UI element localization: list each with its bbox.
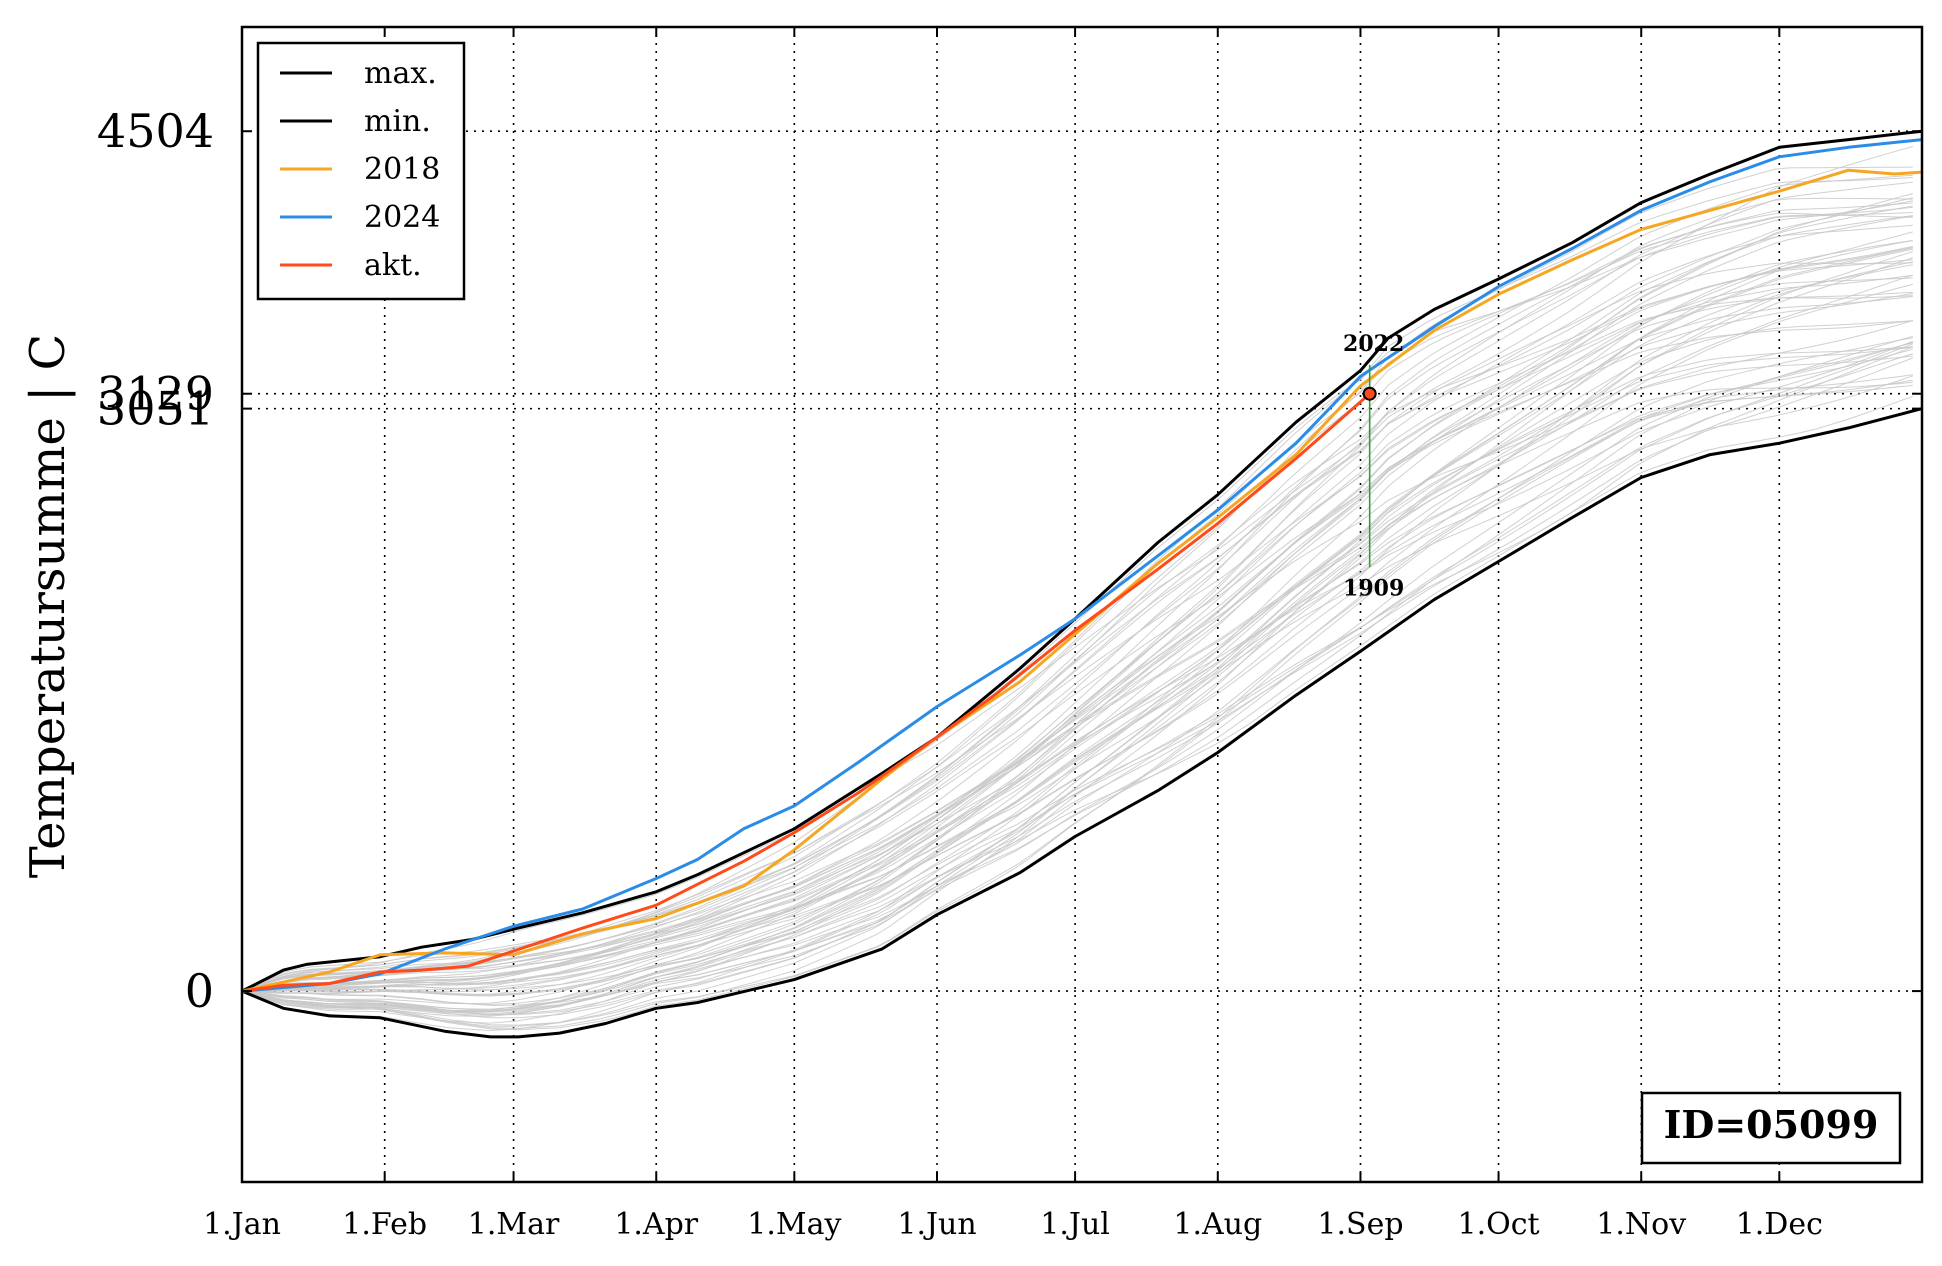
legend: max. min. 2018 2024 akt.: [256, 41, 466, 301]
x-tick-label: 1.Oct: [1458, 1207, 1540, 1242]
x-tick-label: 1.Jun: [897, 1207, 976, 1242]
x-tick-label: 1.Nov: [1596, 1207, 1686, 1242]
annotation-layer: 2022 1909: [1343, 331, 1404, 601]
x-tick-label: 1.Feb: [342, 1207, 427, 1242]
historical-year-line: [241, 200, 1913, 992]
historical-year-line: [241, 197, 1913, 992]
y-tick-label: 0: [185, 964, 214, 1018]
historical-year-line: [241, 348, 1913, 1015]
historical-year-line: [241, 245, 1913, 992]
legend-frame: [256, 41, 466, 301]
historical-year-line: [241, 337, 1913, 1011]
historical-year-line: [241, 146, 1913, 992]
x-tick-label: 1.Apr: [614, 1207, 698, 1242]
historical-year-line: [241, 202, 1913, 992]
x-tick-label: 1.Dec: [1736, 1207, 1823, 1242]
historical-year-line: [241, 248, 1913, 992]
historical-year-line: [241, 231, 1913, 992]
station-id-text: ID=05099: [1664, 1102, 1879, 1147]
historical-year-line: [241, 262, 1913, 992]
historical-year-line: [241, 384, 1913, 1031]
historical-year-line: [241, 381, 1913, 1029]
historical-year-line: [241, 166, 1913, 992]
historical-year-line: [241, 395, 1913, 1032]
historical-year-line: [241, 177, 1913, 992]
historical-year-line: [241, 274, 1913, 994]
plot-frame: [240, 25, 1924, 1184]
y-tick-label: 4504: [97, 104, 214, 158]
historical-year-line: [241, 320, 1913, 1006]
historical-year-line: [241, 197, 1913, 992]
historical-year-line: [242, 251, 1913, 992]
legend-label: 2018: [364, 152, 440, 187]
series-layer: [241, 129, 1923, 1039]
station-id-box: ID=05099: [1640, 1091, 1902, 1165]
range-bottom-label: 1909: [1343, 575, 1404, 601]
legend-label: max.: [364, 56, 437, 91]
historical-year-line: [241, 346, 1913, 1016]
historical-year-line: [241, 320, 1913, 1006]
current-point-marker: [1362, 386, 1377, 401]
historical-year-line: [241, 346, 1913, 1013]
historical-year-line: [241, 320, 1913, 1005]
x-tick-label: 1.Jan: [203, 1207, 281, 1242]
historical-year-line: [241, 346, 1913, 1015]
grid-layer: [242, 27, 1922, 1182]
historical-year-line: [241, 343, 1913, 1012]
range-top-label: 2022: [1343, 331, 1404, 357]
historical-year-line: [241, 181, 1913, 992]
x-tick-label: 1.Aug: [1173, 1207, 1262, 1242]
historical-year-line: [241, 277, 1913, 992]
series-line-max: [241, 129, 1923, 993]
series-line-2024: [241, 138, 1923, 993]
historical-year-line: [241, 353, 1913, 1016]
historical-year-line: [241, 283, 1913, 995]
series-line-2018: [241, 168, 1923, 993]
axis-layer: 1.Jan 1.Feb 1.Mar 1.Apr 1.May 1.Jun 1.Jul 1.Aug…: [97, 25, 1924, 1242]
historical-year-line: [241, 212, 1913, 992]
historical-years-layer: [241, 146, 1913, 1032]
legend-label: min.: [364, 104, 431, 139]
historical-year-line: [241, 212, 1913, 992]
historical-year-line: [241, 247, 1913, 992]
historical-year-line: [241, 261, 1913, 992]
historical-year-line: [241, 357, 1913, 1017]
x-tick-label: 1.Mar: [468, 1207, 560, 1242]
x-tick-label: 1.Sep: [1317, 1207, 1403, 1242]
series-line-min: [241, 407, 1923, 1039]
historical-year-line: [241, 206, 1913, 992]
legend-label: akt.: [364, 248, 422, 283]
historical-year-line: [241, 340, 1913, 1012]
y-tick-label: 3129: [97, 367, 214, 421]
historical-year-line: [241, 292, 1913, 995]
historical-year-line: [241, 205, 1913, 992]
historical-year-line: [241, 379, 1913, 1027]
historical-year-line: [241, 224, 1913, 992]
historical-year-line: [241, 246, 1913, 992]
historical-year-line: [241, 375, 1913, 1024]
x-tick-label: 1.May: [747, 1207, 841, 1242]
y-tick-label: 3051: [97, 382, 214, 436]
historical-year-line: [241, 264, 1913, 992]
station-id-frame: [1640, 1091, 1902, 1165]
series-line-akt: [241, 392, 1371, 993]
historical-year-line: [241, 341, 1913, 1012]
historical-year-line: [241, 193, 1913, 992]
x-tick-label: 1.Jul: [1040, 1207, 1110, 1242]
y-axis-label: Temperatursumme | C: [20, 334, 76, 878]
historical-year-line: [241, 174, 1913, 992]
legend-label: 2024: [364, 200, 440, 235]
historical-year-line: [241, 342, 1913, 1013]
historical-year-line: [241, 259, 1913, 992]
historical-year-line: [241, 335, 1913, 1010]
